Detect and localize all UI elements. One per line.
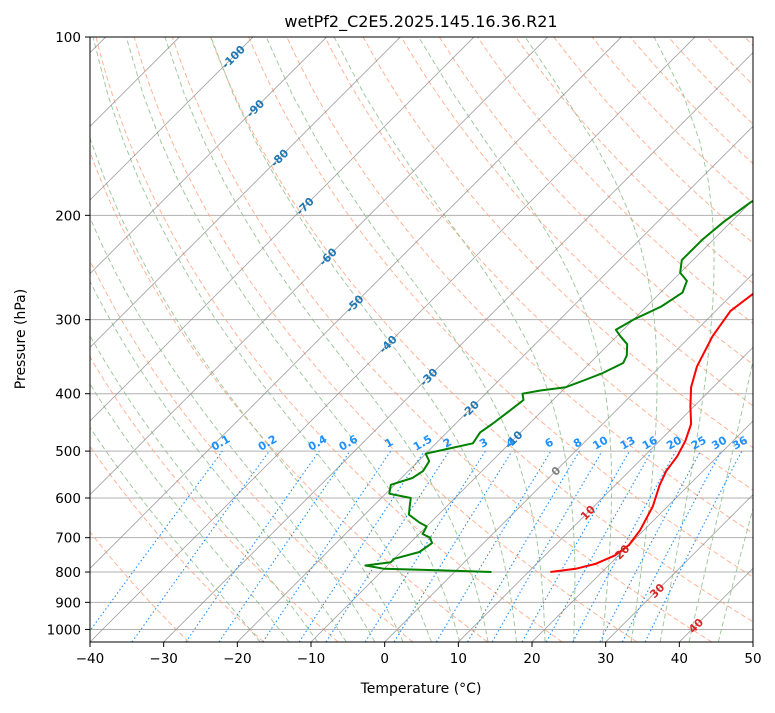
y-tick-label: 200 <box>55 208 81 224</box>
y-tick-label: 500 <box>55 444 81 460</box>
y-tick-label: 700 <box>55 531 81 547</box>
x-tick-label: −30 <box>149 651 178 667</box>
x-tick-label: −40 <box>76 651 105 667</box>
x-tick-label: −20 <box>223 651 252 667</box>
x-tick-label: 10 <box>450 651 467 667</box>
y-tick-label: 900 <box>55 595 81 611</box>
y-tick-label: 800 <box>55 565 81 581</box>
y-tick-label: 100 <box>55 30 81 46</box>
y-axis-label: Pressure (hPa) <box>13 289 29 389</box>
y-tick-label: 600 <box>55 491 81 507</box>
chart-title: wetPf2_C2E5.2025.145.16.36.R21 <box>284 12 557 32</box>
y-tick-label: 1000 <box>47 622 81 638</box>
x-tick-label: 20 <box>523 651 540 667</box>
x-tick-label: 0 <box>380 651 389 667</box>
x-tick-label: 30 <box>597 651 614 667</box>
x-tick-label: −10 <box>297 651 326 667</box>
x-axis-label: Temperature (°C) <box>360 681 482 697</box>
y-tick-label: 300 <box>55 313 81 329</box>
y-tick-label: 400 <box>55 387 81 403</box>
x-tick-label: 50 <box>744 651 761 667</box>
x-tick-label: 40 <box>671 651 688 667</box>
